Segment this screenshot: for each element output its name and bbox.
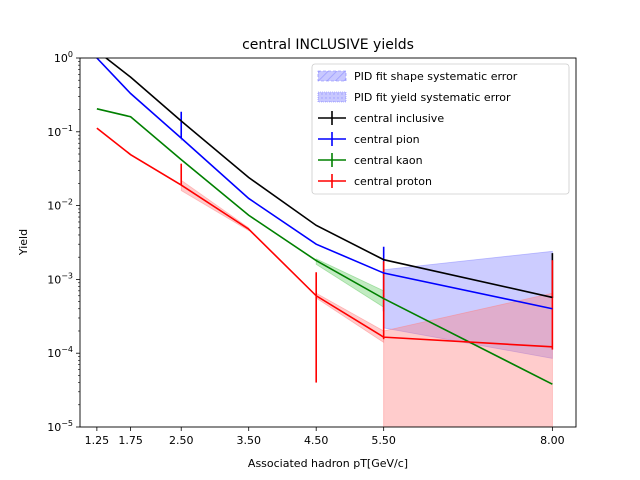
series-line-central-kaon: [96, 108, 553, 385]
legend: PID fit shape systematic error PID fit yi…: [311, 63, 570, 195]
y-tick-label-4: 10−1: [47, 124, 73, 139]
error-bands: [180, 135, 553, 427]
x-tick-label-6: 8.00: [540, 434, 565, 447]
legend-swatch-pid-fit-yield-systematic-error: [317, 91, 347, 103]
legend-label-central-kaon: central kaon: [354, 154, 423, 167]
legend-label-central-proton: central proton: [354, 175, 432, 188]
error-bars: [180, 111, 554, 383]
y-tick-label-2: 10−3: [47, 271, 73, 286]
legend-label-pid-fit-shape-systematic-error: PID fit shape systematic error: [354, 70, 518, 83]
legend-swatch-pid-fit-shape-systematic-error: [317, 70, 347, 82]
series-line-central-pion: [96, 58, 553, 310]
x-tick-label-4: 4.50: [304, 434, 329, 447]
x-axis-title: Associated hadron pT[GeV/c]: [248, 457, 408, 470]
x-tick-label-1: 1.75: [118, 434, 143, 447]
chart-title: central INCLUSIVE yields: [242, 37, 414, 53]
series-line-central-proton: [96, 127, 553, 348]
y-tick-label-5: 100: [54, 50, 73, 65]
y-tick-label-1: 10−4: [47, 345, 73, 360]
legend-label-pid-fit-yield-systematic-error: PID fit yield systematic error: [354, 91, 511, 104]
band-central-proton-5: [383, 292, 553, 427]
x-axis: 1.25 1.75 2.50 3.50 4.50 5.50 8.00: [85, 427, 565, 447]
x-tick-label-3: 3.50: [236, 434, 261, 447]
series-lines: [96, 58, 553, 385]
y-tick-label-0: 10−5: [47, 419, 73, 434]
x-tick-label-2: 2.50: [169, 434, 194, 447]
legend-box: [311, 63, 570, 195]
y-axis-title: Yield: [17, 229, 30, 256]
legend-label-central-pion: central pion: [354, 133, 420, 146]
x-tick-label-0: 1.25: [85, 434, 110, 447]
series-line-central-inclusive: [104, 58, 553, 299]
plot-frame: [79, 57, 577, 428]
legend-label-central-inclusive: central inclusive: [354, 112, 444, 125]
y-axis: 10−5 10−4 10−3 10−2 10−1 100: [47, 50, 80, 434]
x-tick-label-5: 5.50: [371, 434, 396, 447]
y-tick-label-3: 10−2: [47, 198, 73, 213]
